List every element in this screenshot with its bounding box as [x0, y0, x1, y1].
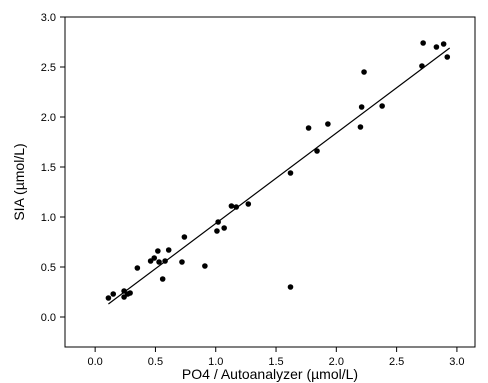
plot-frame: [64, 16, 476, 348]
data-point: [228, 203, 235, 209]
data-point: [379, 103, 385, 109]
y-tick-label: 2.5: [41, 62, 56, 74]
data-point: [105, 295, 112, 301]
y-tick-label: 0.5: [41, 262, 56, 274]
data-point: [314, 148, 320, 154]
x-tick-label: 0.5: [148, 356, 163, 368]
x-axis-ticks: 0.0 0.5 1.0 1.5 2.0 2.5 3.0: [87, 347, 465, 368]
data-point: [165, 247, 172, 253]
data-point: [179, 259, 185, 265]
x-tick-label: 2.0: [329, 356, 344, 368]
data-point: [305, 125, 312, 131]
y-tick-label: 2.0: [41, 112, 56, 124]
y-tick-label: 1.5: [41, 162, 56, 174]
data-point: [110, 291, 117, 297]
data-point: [419, 63, 425, 69]
data-point: [287, 170, 294, 176]
data-point: [444, 54, 451, 60]
data-point: [155, 248, 161, 254]
data-point: [159, 276, 166, 282]
data-point: [440, 41, 447, 47]
data-point: [181, 234, 188, 240]
data-points: [105, 40, 451, 301]
data-point: [221, 225, 227, 231]
data-point: [127, 290, 133, 296]
y-tick-label: 1.0: [41, 212, 56, 224]
data-point: [215, 219, 221, 225]
data-point: [151, 255, 158, 261]
data-point: [156, 259, 162, 265]
data-point: [245, 201, 252, 207]
data-point: [134, 265, 141, 271]
data-point: [214, 228, 220, 234]
data-point: [162, 258, 168, 264]
data-point: [287, 284, 294, 290]
x-axis-title: PO4 / Autoanalyzer (µmol/L): [182, 366, 358, 382]
x-tick-label: 3.0: [449, 356, 464, 368]
data-point: [325, 121, 331, 127]
data-point: [433, 44, 440, 50]
x-tick-label: 1.0: [208, 356, 223, 368]
y-axis-ticks: 0.0 0.5 1.0 1.5 2.0 2.5 3.0: [41, 12, 65, 324]
data-point: [420, 40, 426, 46]
data-point: [357, 124, 364, 130]
data-point: [233, 204, 240, 210]
regression-line: [108, 47, 451, 305]
x-tick-label: 2.5: [389, 356, 404, 368]
fit-line-layer: [108, 47, 451, 305]
y-tick-label: 3.0: [41, 12, 56, 24]
data-point: [202, 263, 208, 269]
data-point: [358, 104, 365, 110]
y-axis-title: SIA (µmol/L): [11, 143, 27, 220]
data-point: [361, 69, 367, 75]
x-tick-label: 0.0: [87, 356, 102, 368]
y-tick-label: 0.0: [41, 312, 56, 324]
x-tick-label: 1.5: [268, 356, 283, 368]
